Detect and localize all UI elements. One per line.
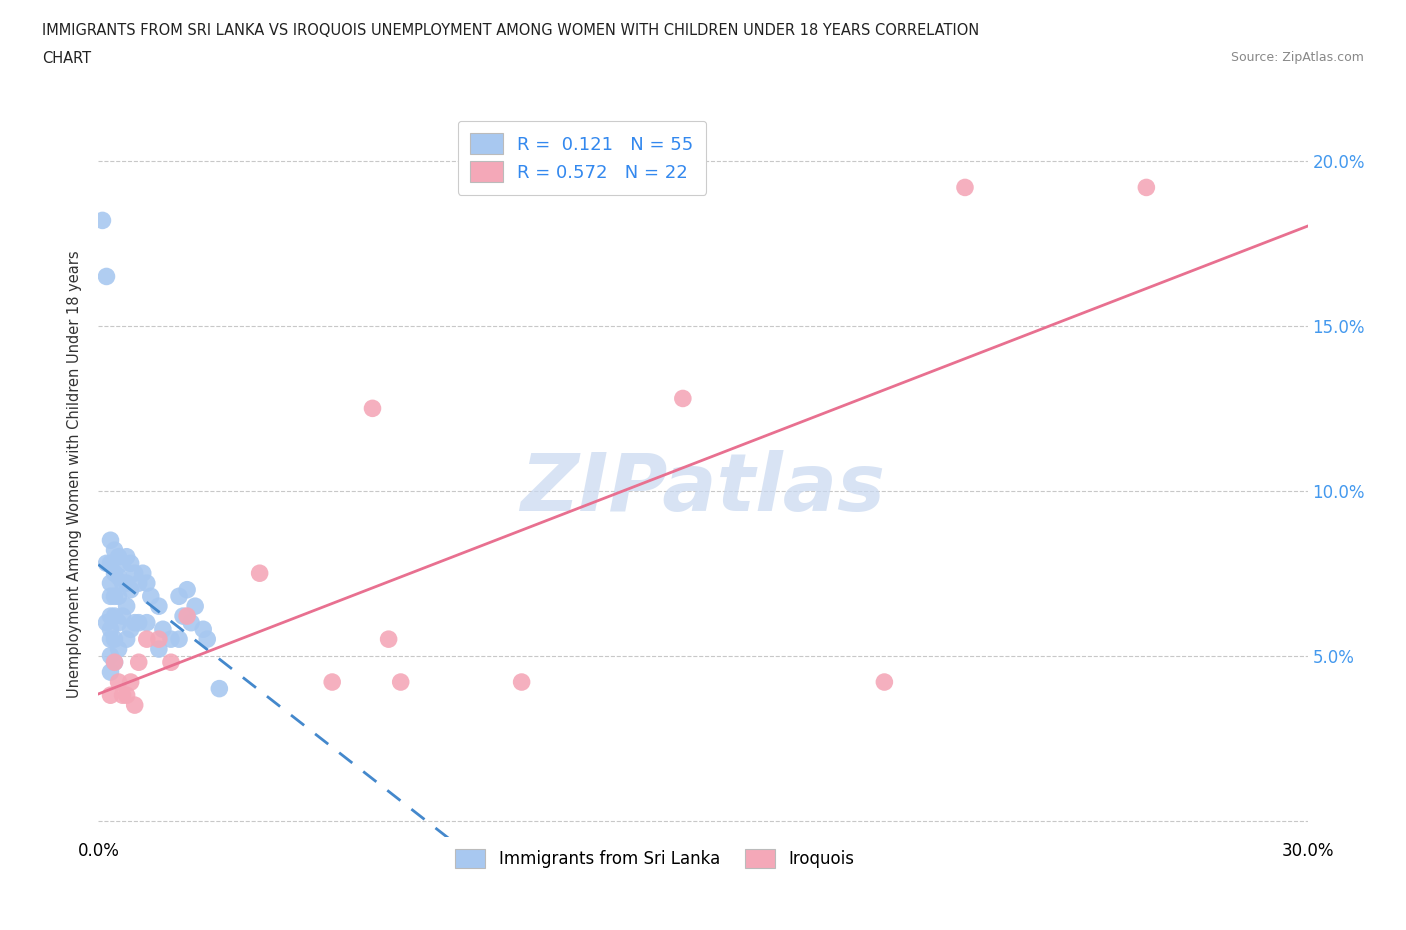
- Point: [111, 688, 134, 703]
- Text: Source: ZipAtlas.com: Source: ZipAtlas.com: [1230, 51, 1364, 64]
- Point: [91, 213, 114, 228]
- Text: CHART: CHART: [42, 51, 91, 66]
- Point: [103, 655, 125, 670]
- Point: [135, 576, 157, 591]
- Point: [103, 565, 125, 580]
- Point: [1135, 180, 1157, 195]
- Text: ZIPatlas: ZIPatlas: [520, 450, 886, 528]
- Point: [208, 681, 231, 696]
- Point: [96, 556, 118, 571]
- Point: [111, 576, 134, 591]
- Point: [176, 582, 198, 597]
- Point: [111, 608, 134, 623]
- Point: [195, 631, 218, 646]
- Point: [107, 589, 129, 604]
- Point: [128, 576, 150, 591]
- Point: [148, 599, 170, 614]
- Point: [96, 269, 118, 284]
- Point: [115, 550, 138, 565]
- Legend: Immigrants from Sri Lanka, Iroquois: Immigrants from Sri Lanka, Iroquois: [443, 837, 866, 880]
- Point: [389, 674, 412, 689]
- Point: [124, 698, 146, 712]
- Point: [100, 608, 122, 623]
- Point: [100, 533, 122, 548]
- Point: [115, 688, 138, 703]
- Point: [180, 616, 202, 631]
- Point: [115, 631, 138, 646]
- Point: [103, 655, 125, 670]
- Point: [184, 599, 207, 614]
- Point: [172, 608, 194, 623]
- Point: [120, 556, 142, 571]
- Point: [103, 589, 125, 604]
- Point: [107, 616, 129, 631]
- Point: [107, 642, 129, 657]
- Point: [100, 589, 122, 604]
- Text: IMMIGRANTS FROM SRI LANKA VS IROQUOIS UNEMPLOYMENT AMONG WOMEN WITH CHILDREN UND: IMMIGRANTS FROM SRI LANKA VS IROQUOIS UN…: [42, 23, 980, 38]
- Point: [103, 543, 125, 558]
- Point: [377, 631, 399, 646]
- Point: [135, 616, 157, 631]
- Point: [96, 616, 118, 631]
- Point: [873, 674, 896, 689]
- Point: [139, 589, 162, 604]
- Point: [100, 556, 122, 571]
- Point: [160, 655, 183, 670]
- Point: [135, 631, 157, 646]
- Point: [100, 576, 122, 591]
- Point: [107, 569, 129, 584]
- Point: [321, 674, 343, 689]
- Point: [361, 401, 384, 416]
- Point: [128, 616, 150, 631]
- Point: [152, 622, 174, 637]
- Point: [148, 642, 170, 657]
- Point: [148, 631, 170, 646]
- Point: [249, 565, 271, 580]
- Point: [120, 674, 142, 689]
- Point: [100, 648, 122, 663]
- Point: [132, 565, 155, 580]
- Point: [193, 622, 215, 637]
- Point: [167, 589, 190, 604]
- Point: [100, 631, 122, 646]
- Point: [120, 622, 142, 637]
- Point: [100, 665, 122, 680]
- Point: [115, 599, 138, 614]
- Point: [111, 556, 134, 571]
- Point: [120, 582, 142, 597]
- Point: [115, 576, 138, 591]
- Point: [107, 550, 129, 565]
- Y-axis label: Unemployment Among Women with Children Under 18 years: Unemployment Among Women with Children U…: [67, 250, 83, 698]
- Point: [103, 631, 125, 646]
- Point: [107, 674, 129, 689]
- Point: [103, 608, 125, 623]
- Point: [672, 391, 695, 405]
- Point: [128, 655, 150, 670]
- Point: [953, 180, 976, 195]
- Point: [167, 631, 190, 646]
- Point: [124, 616, 146, 631]
- Point: [160, 631, 183, 646]
- Point: [176, 608, 198, 623]
- Point: [100, 688, 122, 703]
- Point: [100, 622, 122, 637]
- Point: [510, 674, 533, 689]
- Point: [124, 565, 146, 580]
